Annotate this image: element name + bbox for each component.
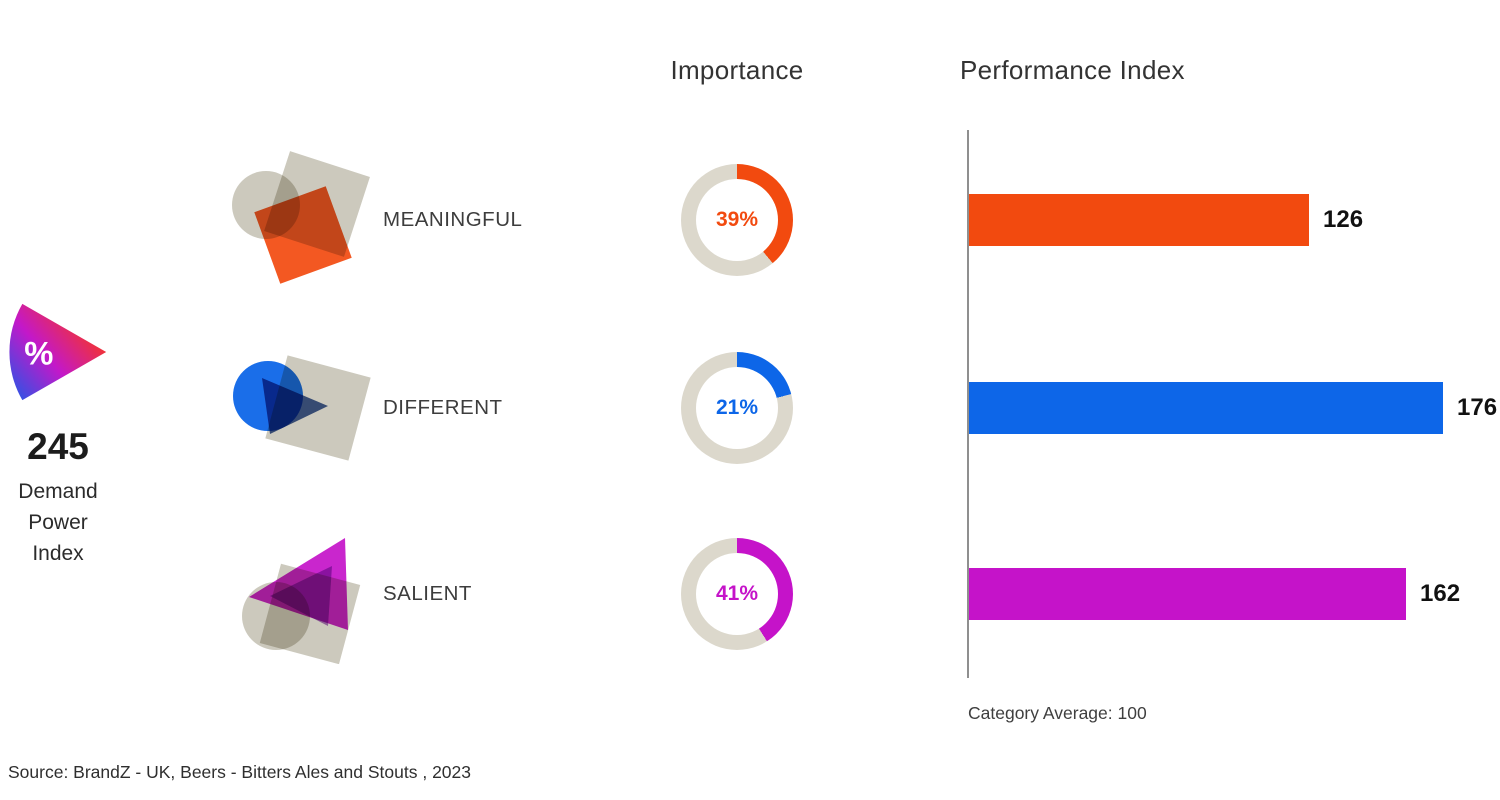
importance-donut-salient: 41% xyxy=(681,538,793,650)
row-label-different: DIFFERENT xyxy=(383,396,503,419)
salient-icon xyxy=(228,524,376,665)
meaningful-icon xyxy=(228,150,376,290)
performance-bar-row-salient: 162 xyxy=(969,568,1460,620)
importance-donut-different: 21% xyxy=(681,352,793,464)
demand-power-percent-icon: % xyxy=(9,303,107,401)
different-icon xyxy=(228,338,376,478)
source-attribution: Source: BrandZ - UK, Beers - Bitters Ale… xyxy=(8,762,471,782)
importance-column-header: Importance xyxy=(670,55,804,85)
donut-hole xyxy=(696,179,778,261)
row-meaningful: MEANINGFUL 39% 126 xyxy=(0,150,1500,290)
performance-value-different: 176 xyxy=(1457,394,1498,421)
percent-symbol: % xyxy=(24,335,53,372)
performance-bar-row-meaningful: 126 xyxy=(969,194,1363,246)
category-average-note: Category Average: 100 xyxy=(968,703,1147,723)
performance-value-meaningful: 126 xyxy=(1323,206,1364,233)
demand-power-label-line: Index xyxy=(32,542,84,565)
row-label-meaningful: MEANINGFUL xyxy=(383,208,523,231)
performance-bar-meaningful xyxy=(969,194,1309,246)
importance-value-meaningful: 39% xyxy=(715,208,759,231)
importance-donut-meaningful: 39% xyxy=(681,164,793,276)
performance-value-salient: 162 xyxy=(1420,580,1461,607)
demand-power-label-line: Power xyxy=(28,511,88,534)
performance-axis-line xyxy=(967,130,969,678)
demand-power-label-line: Demand xyxy=(18,480,98,503)
importance-value-different: 21% xyxy=(715,396,759,419)
performance-bar-row-different: 176 xyxy=(969,382,1497,434)
row-different: DIFFERENT 21% 176 xyxy=(0,338,1500,478)
row-label-salient: SALIENT xyxy=(383,582,472,605)
demand-power-label: Demand Power Index xyxy=(0,476,116,569)
demand-power-score: 245 xyxy=(27,426,89,467)
importance-value-salient: 41% xyxy=(715,582,759,605)
performance-bar-salient xyxy=(969,568,1406,620)
performance-column-header: Performance Index xyxy=(960,55,1185,85)
donut-hole xyxy=(696,367,778,449)
performance-bar-different xyxy=(969,382,1443,434)
demand-power-panel: % 245 Demand Power Index xyxy=(0,296,116,569)
donut-hole xyxy=(696,553,778,635)
row-salient: SALIENT 41% 162 xyxy=(0,524,1500,665)
